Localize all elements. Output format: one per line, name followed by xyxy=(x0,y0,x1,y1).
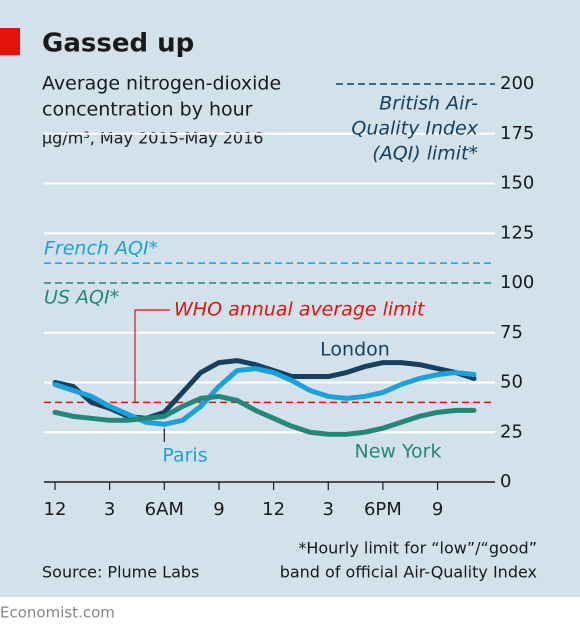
subtitle: concentration by hour xyxy=(42,99,253,121)
y-tick-label: 50 xyxy=(500,372,523,393)
x-tick-label: 9 xyxy=(213,499,224,520)
x-tick-label: 6AM xyxy=(145,499,184,520)
y-tick-label: 175 xyxy=(500,123,534,144)
footnote: *Hourly limit for “low”/“good” xyxy=(298,539,537,558)
reference-label: French AQI* xyxy=(44,238,158,260)
y-tick-label: 0 xyxy=(500,471,511,492)
reference-label: British Air- xyxy=(379,93,478,115)
subtitle: Average nitrogen-dioxide xyxy=(42,73,281,95)
background xyxy=(0,0,580,597)
x-tick-label: 3 xyxy=(323,499,334,520)
series-label: Paris xyxy=(162,445,207,467)
series-line xyxy=(52,393,477,437)
reference-label: (AQI) limit* xyxy=(372,143,478,165)
reference-label: WHO annual average limit xyxy=(174,299,426,321)
source: Source: Plume Labs xyxy=(42,563,199,582)
y-tick-label: 125 xyxy=(500,222,534,243)
x-tick-label: 3 xyxy=(104,499,115,520)
x-tick-label: 6PM xyxy=(364,499,402,520)
y-tick-label: 25 xyxy=(500,421,523,442)
leader-line xyxy=(134,309,170,403)
reference-label: Quality Index xyxy=(351,118,478,140)
footnote: band of official Air-Quality Index xyxy=(280,563,537,582)
x-tick-label: 9 xyxy=(432,499,443,520)
y-tick-label: 150 xyxy=(500,173,534,194)
red-tag xyxy=(0,28,20,55)
x-tick-label: 12 xyxy=(262,499,285,520)
x-tick-label: 12 xyxy=(44,499,67,520)
series-label: New York xyxy=(354,441,441,463)
y-tick-label: 75 xyxy=(500,322,523,343)
y-tick-label: 100 xyxy=(500,272,534,293)
series-label: London xyxy=(320,339,390,361)
series-line xyxy=(52,366,477,427)
reference-label: US AQI* xyxy=(44,287,119,309)
chart-title: Gassed up xyxy=(42,29,194,59)
y-tick-label: 200 xyxy=(500,73,534,94)
brand: Economist.com xyxy=(0,604,115,622)
subtitle: µg/m³, May 2015-May 2016 xyxy=(42,129,263,148)
